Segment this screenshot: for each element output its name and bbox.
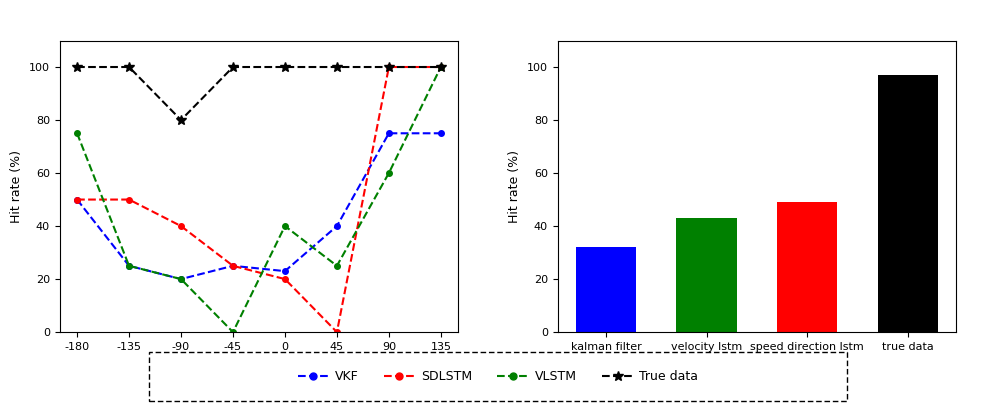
Bar xyxy=(676,218,737,332)
Y-axis label: Hit rate (%): Hit rate (%) xyxy=(11,150,24,223)
Legend: VKF, SDLSTM, VLSTM, True data: VKF, SDLSTM, VLSTM, True data xyxy=(293,365,703,388)
Bar xyxy=(877,75,938,332)
X-axis label: Target Direction (degree): Target Direction (degree) xyxy=(180,357,338,371)
X-axis label: Decoding method: Decoding method xyxy=(701,357,813,371)
Y-axis label: Hit rate (%): Hit rate (%) xyxy=(509,150,522,223)
Bar xyxy=(777,202,838,332)
FancyBboxPatch shape xyxy=(149,352,847,401)
Bar xyxy=(576,247,636,332)
